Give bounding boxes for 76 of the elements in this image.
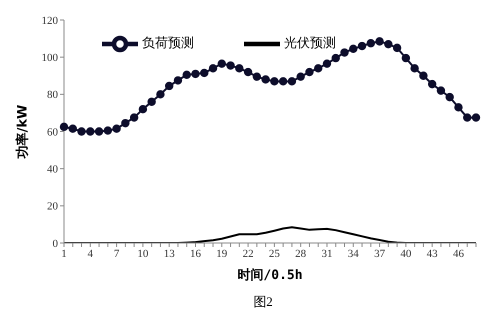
point [182, 70, 191, 80]
point [332, 54, 340, 62]
x-tick-label: 16 [190, 248, 202, 260]
legend-label: 光伏预测 [284, 34, 336, 50]
point [270, 77, 279, 86]
point [278, 77, 288, 86]
point [436, 86, 446, 95]
y-tick-label: 40 [47, 164, 58, 176]
y-tick-label: 60 [47, 126, 58, 138]
x-tick-label: 19 [216, 248, 228, 260]
point [454, 103, 463, 112]
x-tick-label: 31 [321, 248, 332, 260]
point [358, 42, 366, 50]
x-tick-label: 46 [452, 248, 464, 260]
point [68, 124, 77, 133]
x-tick-label: 43 [426, 248, 438, 260]
point [288, 77, 296, 86]
y-tick-label: 0 [52, 238, 58, 250]
point [104, 126, 112, 135]
point [419, 72, 428, 80]
point [156, 90, 165, 99]
x-tick-label: 34 [348, 248, 360, 260]
point [94, 127, 104, 136]
y-tick-label: 120 [42, 14, 58, 27]
point [428, 80, 436, 88]
point [296, 72, 305, 81]
point [235, 64, 244, 73]
point [147, 98, 156, 106]
point [305, 68, 314, 76]
legend-label: 负荷预测 [142, 34, 194, 50]
point [384, 40, 393, 48]
x-tick-label: 1 [61, 248, 67, 260]
point [191, 70, 200, 78]
point [208, 64, 218, 73]
point [86, 127, 94, 136]
y-tick-label: 100 [42, 52, 58, 64]
y-tick-label: 80 [47, 89, 58, 102]
point [244, 68, 252, 76]
point [472, 113, 480, 122]
point [164, 82, 174, 90]
y-tick-label: 20 [47, 200, 58, 213]
x-tick-label: 25 [268, 248, 280, 260]
x-tick-label: 40 [400, 248, 412, 260]
point [174, 76, 182, 85]
point [402, 54, 410, 62]
x-axis-title: 时间/0.5h [237, 268, 303, 283]
x-tick-label: 4 [88, 248, 94, 260]
x-tick-label: 10 [137, 248, 149, 260]
x-tick-label: 13 [164, 248, 176, 260]
point [314, 64, 322, 73]
point [121, 118, 130, 128]
point [261, 75, 270, 84]
point [340, 48, 349, 57]
point [252, 72, 262, 81]
point [226, 61, 235, 70]
point [77, 127, 86, 136]
point [322, 59, 332, 68]
point [349, 44, 358, 54]
point [200, 68, 208, 78]
point [410, 64, 419, 73]
point [375, 37, 384, 46]
x-tick-label: 7 [114, 248, 120, 260]
point [130, 113, 138, 122]
point [138, 105, 148, 114]
point [366, 39, 376, 48]
point [463, 113, 472, 122]
y-axis-title: 功率/kW [14, 104, 31, 160]
point [392, 44, 402, 52]
caption: 图2 [252, 293, 274, 311]
point [112, 124, 121, 133]
point [446, 92, 454, 102]
x-tick-label: 28 [295, 248, 307, 260]
x-tick-label: 22 [242, 248, 254, 260]
point [218, 59, 226, 68]
x-tick-label: 37 [374, 248, 386, 260]
point [60, 122, 68, 132]
